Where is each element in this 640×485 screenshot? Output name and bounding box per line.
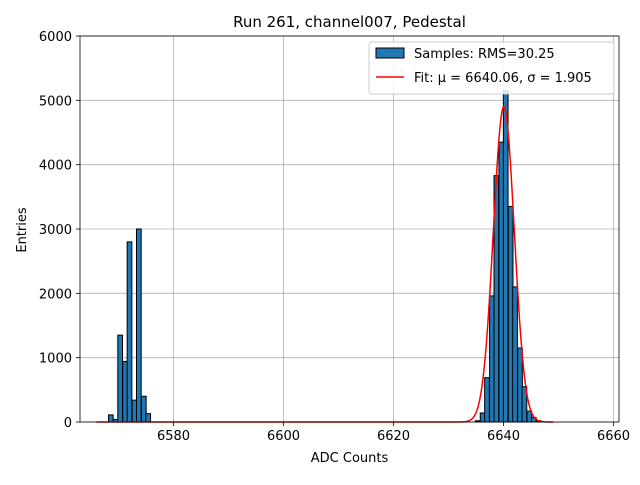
histogram-bar <box>126 241 133 423</box>
x-tick-label: 6600 <box>267 429 300 444</box>
legend: Samples: RMS=30.25 Fit: μ = 6640.06, σ =… <box>368 41 615 95</box>
histogram-bar <box>117 334 123 423</box>
x-tick-label: 6580 <box>157 429 190 444</box>
y-tick-label: 0 <box>64 416 72 431</box>
histogram-bar <box>502 90 509 423</box>
x-tick-label: 6620 <box>377 429 410 444</box>
y-tick-label: 6000 <box>39 30 72 45</box>
histogram-bar <box>484 377 490 423</box>
y-tick-label: 2000 <box>39 287 72 302</box>
legend-box <box>368 41 615 95</box>
y-tick-label: 4000 <box>39 159 72 174</box>
chart-title: Run 261, channel007, Pedestal <box>233 13 466 31</box>
y-tick-label: 3000 <box>39 223 72 238</box>
legend-histogram-swatch <box>375 47 405 59</box>
y-tick-label: 1000 <box>39 352 72 367</box>
histogram-bar <box>512 286 518 423</box>
histogram-bar <box>136 228 142 423</box>
x-axis-label: ADC Counts <box>311 451 389 466</box>
legend-histogram-label: Samples: RMS=30.25 <box>414 47 555 62</box>
histogram-bar <box>107 414 114 423</box>
x-axis-ticks: 6580 6600 6620 6640 6660 <box>157 422 630 444</box>
y-tick-label: 5000 <box>39 94 72 109</box>
legend-fit-label: Fit: μ = 6640.06, σ = 1.905 <box>414 71 592 86</box>
x-tick-label: 6640 <box>487 429 520 444</box>
y-axis-ticks: 0 1000 2000 3000 4000 5000 6000 <box>39 30 80 431</box>
y-axis-label: Entries <box>15 207 30 253</box>
x-tick-label: 6660 <box>597 429 630 444</box>
histogram-bar <box>145 413 152 423</box>
